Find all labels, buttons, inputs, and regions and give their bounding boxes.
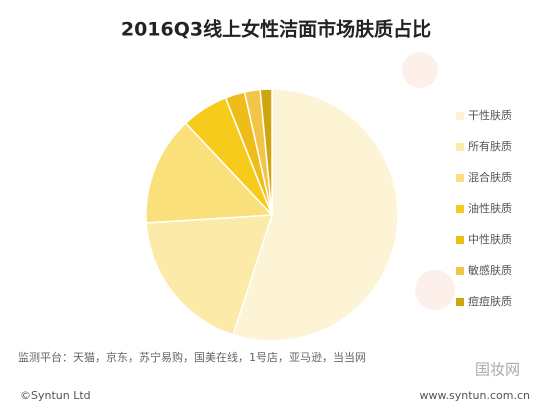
pie-slice — [145, 214, 274, 336]
legend-label: 干性肤质 — [468, 108, 512, 122]
legend-swatch — [456, 298, 464, 306]
legend-label: 油性肤质 — [468, 201, 512, 215]
legend-swatch — [456, 112, 464, 120]
source: ©Syntun Ltd — [20, 389, 91, 402]
decoration — [415, 270, 455, 310]
legend-label: 所有肤质 — [468, 139, 512, 153]
pie-slice — [232, 88, 399, 342]
legend-label: 痘痘肤质 — [468, 294, 512, 308]
legend-swatch — [456, 267, 464, 275]
pie-slice — [259, 88, 273, 216]
pie-slice — [145, 122, 274, 224]
legend-swatch — [456, 236, 464, 244]
watermark: 国妆网 — [475, 361, 520, 379]
legend-swatch — [456, 205, 464, 213]
legend-label: 混合肤质 — [468, 170, 512, 184]
note: 监测平台：天猫，京东，苏宁易购，国美在线，1号店，亚马逊，当当网 — [18, 350, 366, 364]
legend-label: 中性肤质 — [468, 232, 512, 246]
chart-title: 2016Q3线上女性洁面市场肤质占比 — [121, 18, 431, 41]
legend-swatch — [456, 174, 464, 182]
legend-label: 敏感肤质 — [468, 263, 512, 277]
legend-swatch — [456, 143, 464, 151]
website: www.syntun.com.cn — [420, 389, 530, 402]
decoration — [402, 52, 438, 88]
